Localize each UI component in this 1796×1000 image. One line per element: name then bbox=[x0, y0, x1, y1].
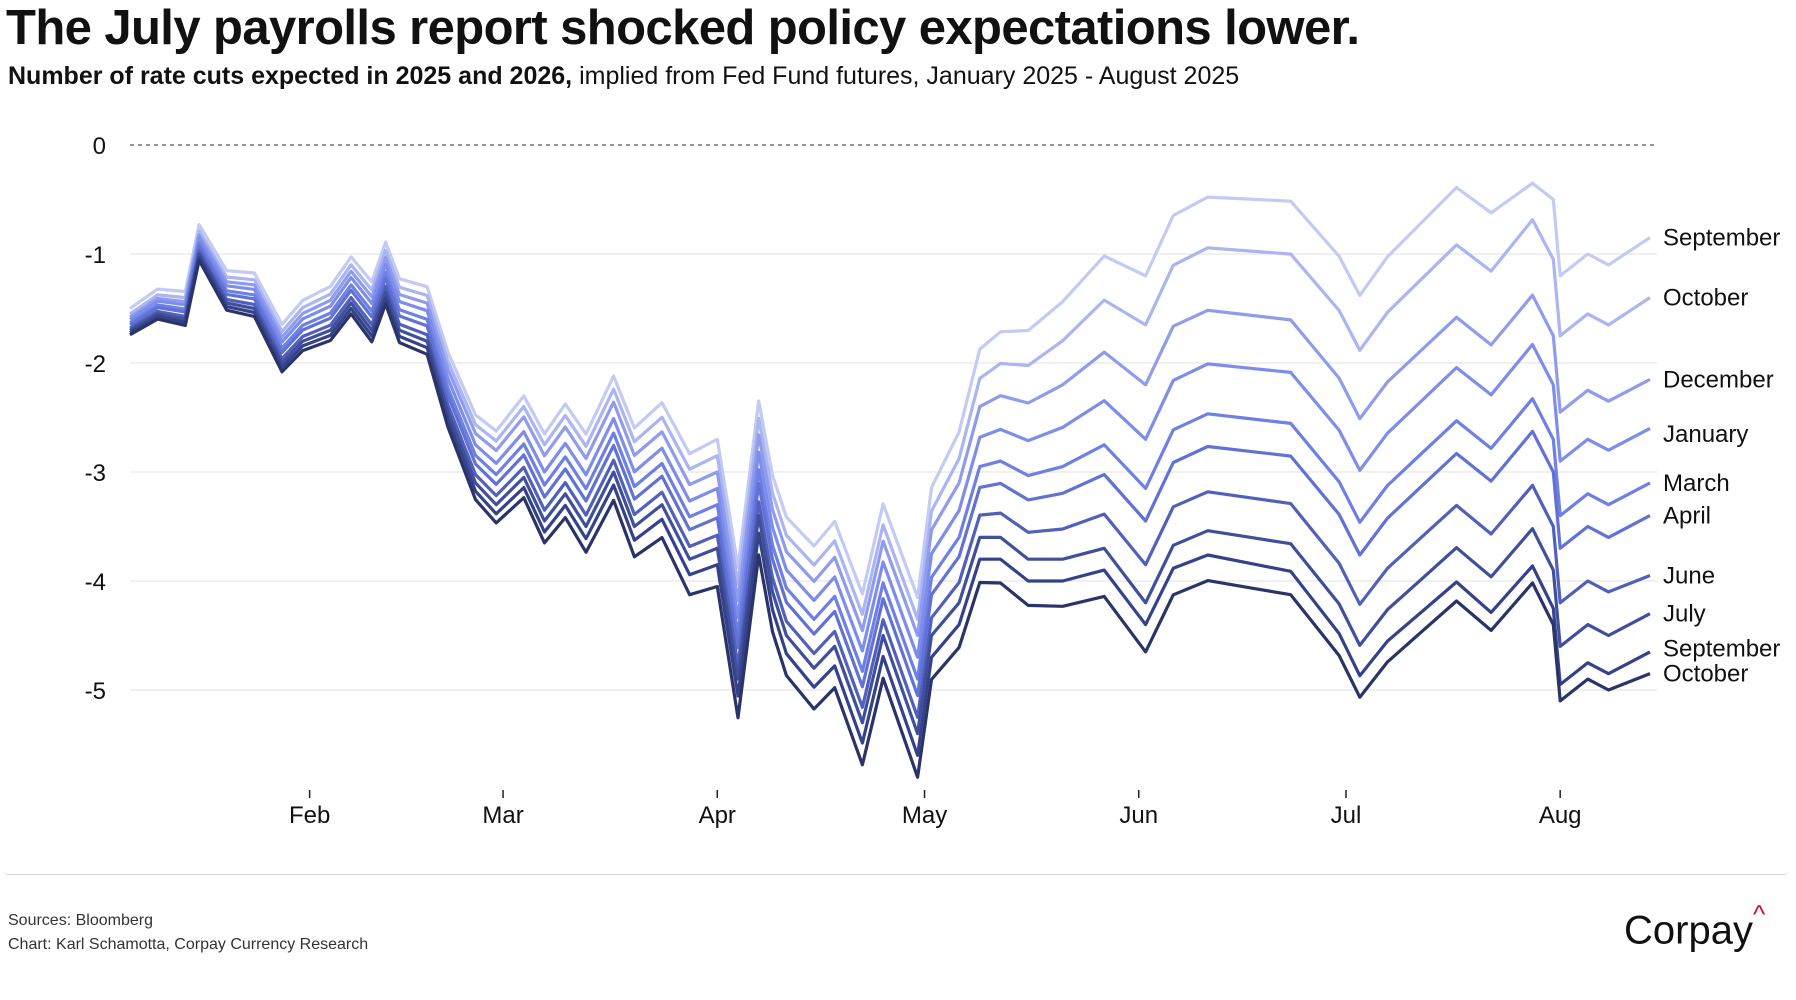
series-line bbox=[129, 241, 1651, 681]
series-line bbox=[129, 181, 1651, 599]
logo-text: Corpay bbox=[1624, 908, 1753, 953]
credit-note: Chart: Karl Schamotta, Corpay Currency R… bbox=[8, 936, 369, 953]
series-label: April bbox=[1663, 503, 1711, 530]
subtitle-rest: implied from Fed Fund futures, January 2… bbox=[572, 62, 1240, 90]
line-chart: 0 -1 -2 -3 -4 -5 Feb Mar Apr May Jun Jul Aug Septembe… bbox=[85, 133, 1781, 829]
series-label: January bbox=[1663, 421, 1748, 448]
logo-mark: ^ bbox=[1752, 899, 1766, 929]
y-tick-label: -5 bbox=[85, 678, 106, 705]
series-label: October bbox=[1663, 661, 1748, 688]
series-line bbox=[129, 244, 1651, 698]
series-line bbox=[129, 258, 1651, 779]
series-line bbox=[129, 249, 1651, 719]
x-tick-label: Aug bbox=[1539, 802, 1582, 829]
series-line bbox=[129, 255, 1651, 758]
x-tick-label: Jun bbox=[1119, 802, 1158, 829]
series-label: March bbox=[1663, 470, 1730, 497]
y-tick-label: -1 bbox=[85, 242, 106, 269]
x-tick-label: May bbox=[902, 802, 947, 829]
y-tick-label: 0 bbox=[93, 133, 106, 160]
series-line bbox=[129, 218, 1651, 621]
x-tick-label: Mar bbox=[482, 802, 523, 829]
series-line bbox=[129, 252, 1651, 736]
series-label: December bbox=[1663, 366, 1774, 393]
x-tick-label: Apr bbox=[699, 802, 736, 829]
series-line bbox=[129, 236, 1651, 659]
series-line bbox=[129, 233, 1651, 638]
y-tick-label: -4 bbox=[85, 569, 106, 596]
sources-note: Sources: Bloomberg bbox=[8, 912, 153, 929]
chart-subtitle: Number of rate cuts expected in 2025 and… bbox=[8, 62, 1239, 91]
x-tick-label: Feb bbox=[289, 802, 330, 829]
subtitle-bold: Number of rate cuts expected in 2025 and… bbox=[8, 62, 573, 90]
series-label: June bbox=[1663, 563, 1715, 590]
corpay-logo: Corpay^ bbox=[1624, 899, 1765, 953]
chart-title: The July payrolls report shocked policy … bbox=[6, 1, 1360, 55]
series-label: September bbox=[1663, 225, 1780, 252]
y-tick-label: -2 bbox=[85, 351, 106, 378]
series-label: September bbox=[1663, 636, 1780, 663]
series-label: October bbox=[1663, 285, 1748, 312]
series-label: July bbox=[1663, 601, 1706, 628]
footer-divider bbox=[6, 874, 1786, 875]
x-tick-label: Jul bbox=[1331, 802, 1362, 829]
y-tick-label: -3 bbox=[85, 460, 106, 487]
